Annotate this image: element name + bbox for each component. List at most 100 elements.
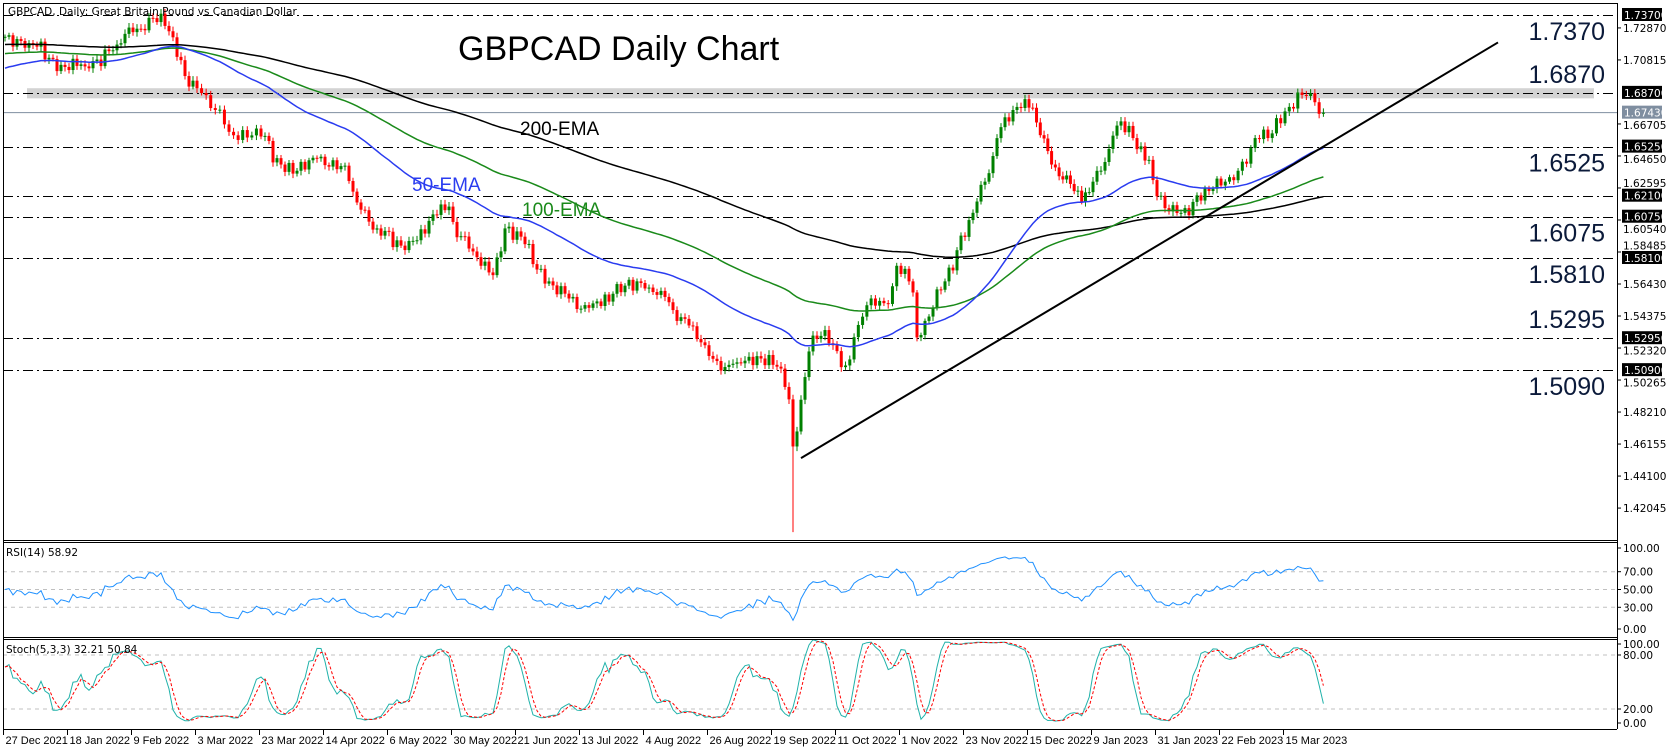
candle bbox=[519, 227, 523, 241]
price-tick-label: 1.70815 bbox=[1623, 55, 1666, 67]
candle-body bbox=[979, 184, 983, 202]
candle-body bbox=[423, 229, 427, 234]
candle bbox=[775, 360, 779, 371]
candle bbox=[995, 134, 999, 159]
candle-body bbox=[635, 281, 639, 291]
candle bbox=[11, 32, 15, 52]
candle bbox=[1155, 176, 1159, 201]
candle bbox=[755, 351, 759, 369]
candle-body bbox=[1313, 93, 1317, 103]
candle bbox=[319, 154, 323, 162]
candle-body bbox=[163, 13, 167, 26]
candle-body bbox=[639, 281, 643, 284]
candle bbox=[263, 132, 267, 142]
candle bbox=[923, 318, 927, 340]
candle bbox=[571, 293, 575, 303]
candle bbox=[575, 293, 579, 313]
candle bbox=[779, 362, 783, 374]
candle-body bbox=[711, 355, 715, 359]
price-tick-label: 1.48210 bbox=[1623, 407, 1666, 419]
candle bbox=[1270, 129, 1274, 143]
candle-body bbox=[495, 257, 499, 276]
candle-body bbox=[479, 257, 483, 266]
candle-body bbox=[927, 316, 931, 321]
candle bbox=[861, 312, 865, 329]
candle bbox=[563, 282, 567, 298]
stoch-tick-label: 100.00 bbox=[1623, 639, 1660, 651]
candle-body bbox=[191, 80, 195, 87]
candle-body bbox=[471, 248, 475, 252]
candle bbox=[407, 236, 411, 253]
candle-body bbox=[835, 345, 839, 352]
candle-body bbox=[603, 294, 607, 306]
candle bbox=[1027, 94, 1031, 113]
candle bbox=[1228, 174, 1232, 185]
candle bbox=[983, 177, 987, 190]
candle bbox=[1287, 103, 1291, 117]
candle-body bbox=[882, 300, 886, 304]
candle bbox=[955, 247, 959, 275]
candle bbox=[279, 154, 283, 169]
candle bbox=[123, 29, 127, 48]
candle bbox=[171, 26, 175, 42]
candle-body bbox=[1072, 183, 1076, 192]
candle-body bbox=[995, 138, 999, 157]
candle-body bbox=[1223, 181, 1227, 186]
candle-body bbox=[347, 165, 351, 182]
candle-body bbox=[299, 161, 303, 171]
candle bbox=[911, 278, 915, 297]
candle-body bbox=[315, 157, 319, 159]
candle bbox=[963, 232, 967, 241]
candle-body bbox=[79, 64, 83, 66]
candle-body bbox=[1019, 106, 1023, 109]
candle-body bbox=[679, 317, 683, 321]
candle bbox=[743, 356, 747, 368]
candle bbox=[213, 103, 217, 115]
candle bbox=[1207, 185, 1211, 196]
candle-body bbox=[567, 293, 571, 299]
candle-body bbox=[359, 202, 363, 210]
candle-body bbox=[1151, 159, 1155, 181]
candle bbox=[1050, 146, 1054, 169]
chart-title: GBPCAD Daily Chart bbox=[458, 30, 780, 68]
candle bbox=[535, 260, 539, 275]
candle-body bbox=[1207, 188, 1211, 192]
candle bbox=[179, 52, 183, 65]
candle bbox=[1053, 159, 1057, 172]
level-price-tag bbox=[1622, 250, 1662, 264]
candle bbox=[1159, 192, 1163, 200]
candle bbox=[591, 300, 595, 311]
candle bbox=[1023, 94, 1027, 112]
candle bbox=[731, 359, 735, 368]
candle-body bbox=[799, 399, 803, 432]
candle-body bbox=[647, 287, 651, 289]
candle-body bbox=[611, 293, 615, 302]
candle-body bbox=[147, 17, 151, 31]
candle bbox=[391, 227, 395, 251]
candle-body bbox=[999, 127, 1003, 139]
candle-body bbox=[1317, 102, 1321, 114]
candle bbox=[707, 340, 711, 361]
candle-body bbox=[743, 360, 747, 364]
level-annotation: 1.5295 bbox=[1529, 306, 1605, 334]
candle-body bbox=[783, 368, 787, 387]
candle bbox=[715, 354, 719, 366]
candle bbox=[451, 201, 455, 225]
candle bbox=[771, 350, 775, 370]
candle bbox=[375, 224, 379, 234]
candle bbox=[1175, 201, 1179, 216]
candle bbox=[735, 357, 739, 369]
candle bbox=[1313, 89, 1317, 106]
candle-body bbox=[323, 156, 327, 166]
candle bbox=[87, 62, 91, 72]
candle bbox=[43, 38, 47, 63]
candle-body bbox=[250, 135, 254, 138]
level-annotation: 1.7370 bbox=[1529, 18, 1605, 46]
candle-body bbox=[51, 57, 55, 60]
level-annotation: 1.5090 bbox=[1529, 373, 1605, 401]
candle-body bbox=[563, 286, 567, 294]
candle bbox=[371, 217, 375, 234]
candle bbox=[347, 162, 351, 184]
date-tick-label: 4 Aug 2022 bbox=[646, 735, 702, 747]
candle-body bbox=[47, 57, 51, 60]
